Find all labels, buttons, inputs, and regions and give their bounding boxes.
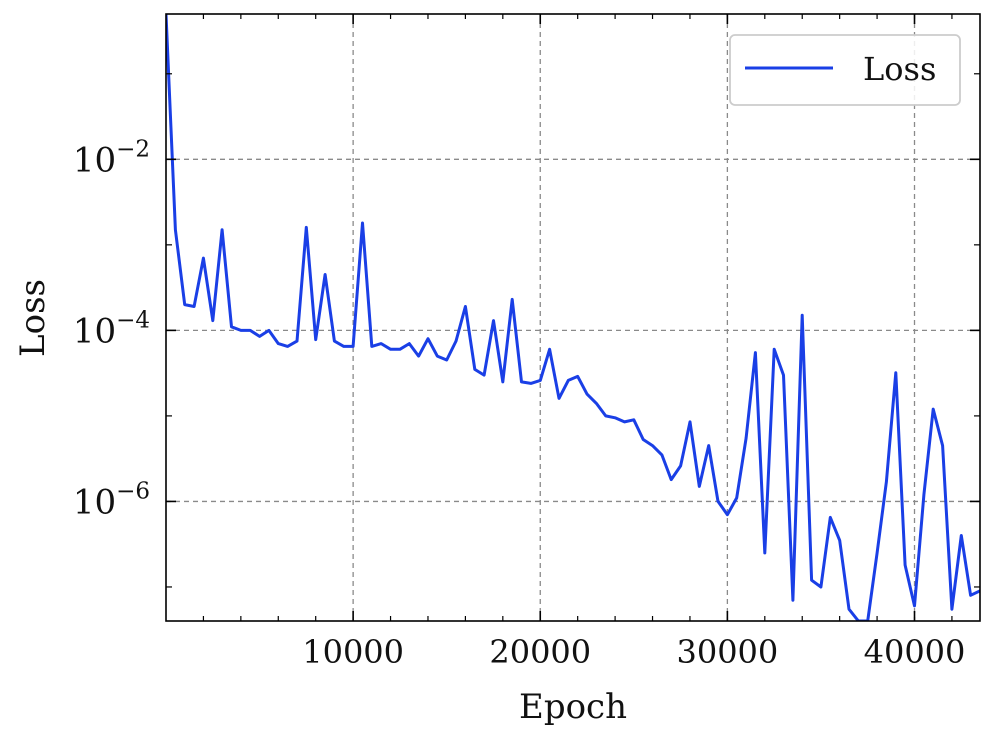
- x-tick-label: 30000: [676, 633, 778, 671]
- legend-label-loss: Loss: [863, 50, 936, 88]
- y-tick-label: 10−2: [73, 136, 150, 180]
- plot-frame: [165, 13, 981, 622]
- y-tick-label: 10−4: [73, 307, 150, 351]
- series-lines: [166, 14, 980, 621]
- y-tick-label: 10−6: [73, 478, 150, 522]
- x-tick-label: 20000: [489, 633, 591, 671]
- series-line-loss: [166, 14, 980, 621]
- x-axis-label: Epoch: [519, 687, 627, 727]
- y-axis-label: Loss: [13, 279, 53, 357]
- x-tick-label: 40000: [864, 633, 966, 671]
- grid: [166, 14, 980, 621]
- ticks: [166, 14, 980, 621]
- legend-box: [729, 34, 961, 106]
- tick-labels: 10000 20000 30000 40000 10−2 10−4 10−6: [73, 136, 966, 671]
- legend: Loss: [729, 34, 961, 106]
- x-tick-label: 10000: [302, 633, 404, 671]
